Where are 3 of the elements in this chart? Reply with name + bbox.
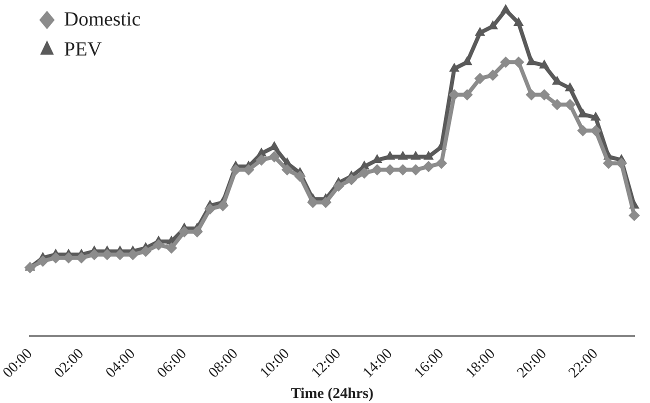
x-axis-title: Time (24hrs) (290, 386, 374, 402)
legend-label: Domestic (64, 8, 141, 30)
legend-label: PEV (64, 38, 102, 60)
